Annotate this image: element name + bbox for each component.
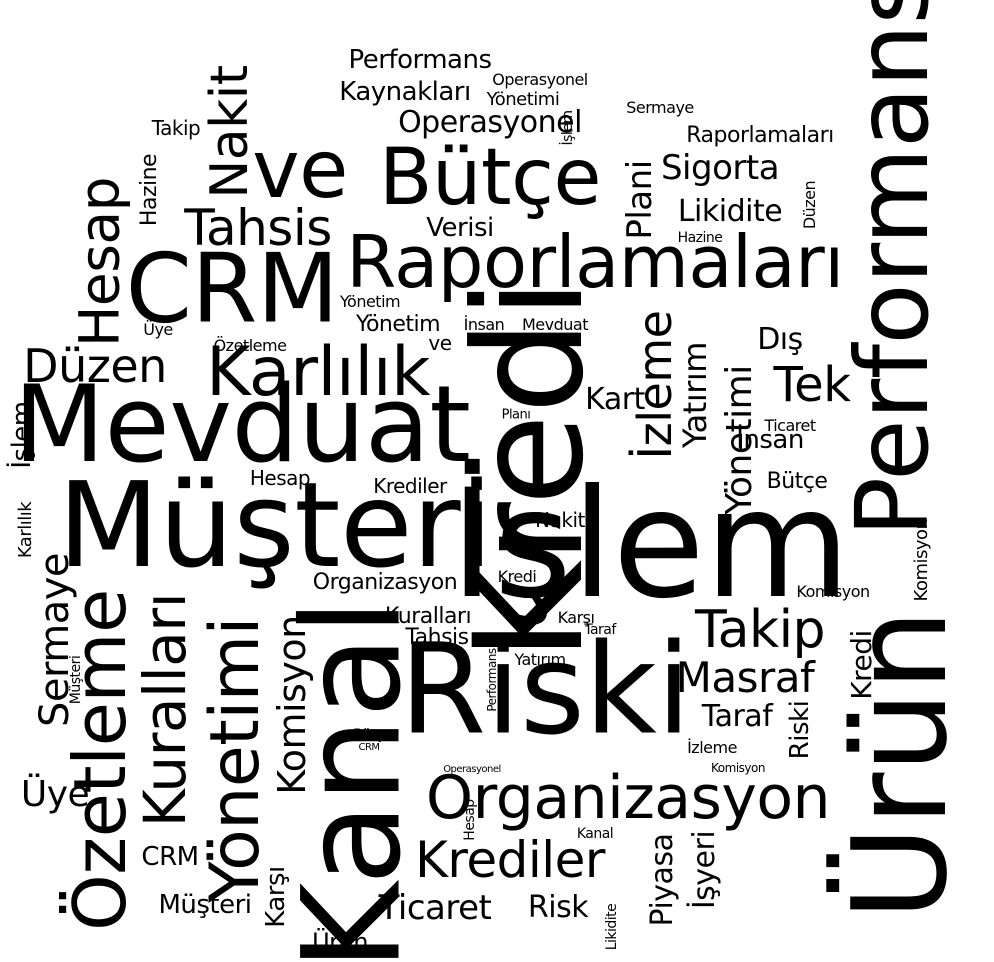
word: Bütçe: [379, 133, 601, 223]
word: Hesap: [67, 177, 132, 347]
word: Komisyon: [711, 761, 765, 775]
word: İnsan: [463, 315, 505, 334]
word: Müşteri: [158, 890, 252, 920]
word: İşlem: [450, 458, 850, 632]
word: Taraf: [584, 622, 616, 638]
word: Takip: [151, 116, 201, 140]
word: Krediler: [373, 474, 447, 498]
word: Kanal: [576, 826, 614, 842]
word: Verisi: [426, 213, 494, 243]
word: Dış: [757, 322, 803, 357]
word: Hesap: [249, 466, 311, 490]
word: Yönetim: [339, 292, 401, 311]
word: Yönetimi: [196, 617, 275, 903]
word: Özetleme: [213, 336, 287, 355]
word: Raporlamaları: [346, 220, 844, 304]
word: Operasyonel: [492, 70, 588, 89]
word: Yönetim: [355, 312, 441, 337]
word: CRM: [141, 842, 199, 872]
word: Raporlamaları: [686, 123, 834, 148]
word: Piyasa: [645, 833, 680, 927]
word: Karşı: [557, 608, 595, 627]
word: Düzen: [23, 339, 167, 393]
word: Planı: [501, 407, 531, 423]
word: Karlılık: [206, 333, 430, 412]
word: Performans: [485, 648, 499, 712]
word: Yönetimi: [486, 89, 560, 110]
word: Kaynakları: [339, 77, 471, 107]
word: İzleme: [687, 738, 737, 757]
word: Hazine: [677, 230, 723, 246]
word: Hesap: [462, 799, 478, 841]
word: Kredi: [497, 567, 537, 586]
word: Bütçe: [766, 469, 828, 494]
word: Hazine: [137, 153, 162, 227]
word: Nakit: [535, 508, 585, 532]
word: CRM: [125, 234, 339, 345]
word: Likidite: [677, 194, 783, 229]
word: Düzen: [800, 180, 819, 230]
word: Masraf: [675, 653, 815, 702]
word: Ticaret: [378, 888, 492, 928]
word: Tek: [773, 357, 852, 413]
word: Organizasyon: [312, 570, 458, 595]
word: Kuralları: [384, 604, 472, 629]
word: Taraf: [701, 699, 773, 734]
word: Kredi: [845, 630, 878, 700]
word: İşyeri: [687, 830, 722, 910]
word: Komisyon: [796, 582, 870, 601]
word: Krediler: [415, 831, 605, 889]
word: Karlılık: [15, 501, 36, 559]
word: Yatırım: [676, 342, 714, 448]
word: İşlem: [7, 401, 37, 469]
word: Sigorta: [660, 148, 780, 188]
word: Likidite: [604, 903, 620, 951]
word: ve: [428, 331, 452, 355]
word: Tahsis: [184, 199, 332, 257]
word: Mevduat: [522, 315, 589, 334]
word: Üye: [20, 774, 90, 815]
word: Sermaye: [626, 98, 694, 117]
word: Kuralları: [131, 592, 199, 828]
word: Takip: [694, 600, 826, 660]
word: Mevduat: [13, 363, 471, 486]
word: Karşı: [261, 866, 291, 928]
word: Komisyon: [270, 615, 314, 795]
word: Müşteri: [68, 655, 84, 705]
word: Üye: [143, 320, 173, 339]
word: Performans: [348, 45, 492, 75]
word: İşlem: [560, 110, 576, 146]
word: Organizasyon: [425, 763, 831, 833]
word: Plani: [620, 160, 660, 240]
word: Operasyonel: [443, 764, 501, 775]
word: Tahsis: [405, 625, 469, 650]
word: Komisyon: [911, 518, 932, 602]
word: Yatırım: [514, 650, 566, 669]
word: ve: [252, 123, 348, 216]
word: Riski: [399, 617, 691, 763]
word: Riski: [785, 700, 815, 760]
word: Operasyonel: [398, 105, 582, 140]
word: Nakit: [200, 65, 260, 199]
word: İnsan: [736, 425, 804, 455]
word: Risk: [527, 890, 589, 925]
word: Kart: [585, 382, 645, 417]
word: Ticaret: [764, 416, 816, 435]
word: CRM: [358, 742, 380, 753]
word: Performans: [834, 0, 951, 538]
word: Ürün: [312, 928, 368, 956]
word: Müşteri: [57, 456, 493, 594]
word: Bütçe: [353, 727, 391, 743]
